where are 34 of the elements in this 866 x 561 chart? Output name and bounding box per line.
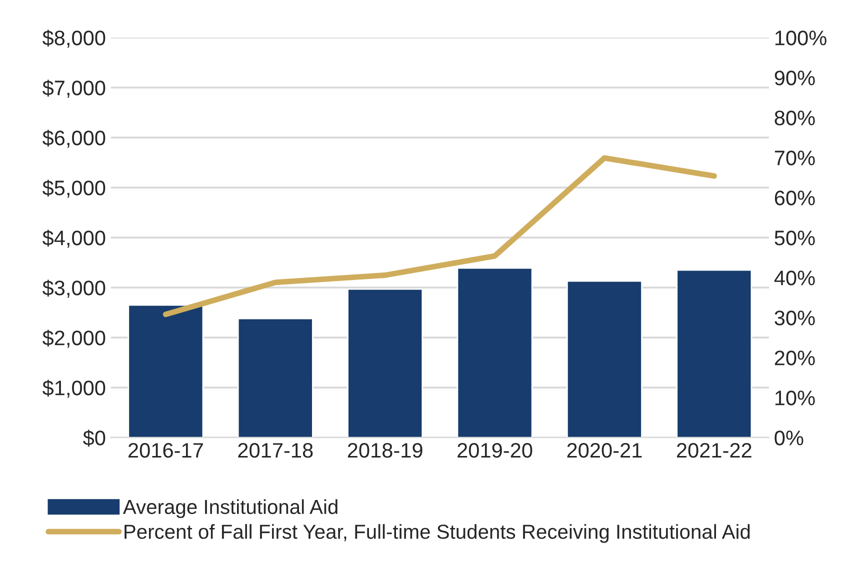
- y-tick-label: $2,000: [42, 330, 106, 348]
- x-tick-label: 2016-17: [128, 442, 203, 458]
- bar: [456, 267, 533, 438]
- bar: [237, 318, 314, 438]
- x-tick-label: 2018-19: [348, 442, 422, 458]
- y-tick-label: $6,000: [42, 130, 106, 148]
- y2-tick-label: 100%: [775, 30, 826, 46]
- legend-label: Percent of Fall First Year, Full-time Students Receiving Institutional Aid: [124, 524, 750, 543]
- bar: [347, 288, 424, 438]
- x-tick-label: 2021-22: [676, 442, 752, 458]
- bar: [676, 269, 752, 438]
- y2-tick-label: 70%: [774, 150, 815, 166]
- y2-tick-label: 40%: [774, 270, 815, 286]
- y2-tick-label: 20%: [774, 350, 815, 366]
- y-tick-label: $3,000: [42, 280, 106, 298]
- y2-tick-label: 50%: [774, 230, 815, 246]
- legend-label: Average Institutional Aid: [122, 499, 338, 518]
- y-tick-label: $4,000: [42, 230, 106, 248]
- bar: [128, 304, 204, 438]
- x-tick-label: 2019-20: [458, 442, 532, 458]
- y-tick-label: $0: [83, 430, 106, 447]
- x-tick-label: 2020-21: [567, 442, 642, 458]
- y-tick-label: $7,000: [42, 80, 106, 98]
- y-tick-label: $8,000: [42, 30, 106, 48]
- y2-tick-label: 60%: [774, 190, 815, 206]
- bar: [566, 280, 642, 438]
- y-tick-label: $1,000: [42, 380, 106, 398]
- y2-tick-label: 10%: [775, 390, 815, 406]
- y2-tick-label: 0%: [774, 430, 804, 446]
- y-tick-label: $5,000: [42, 180, 106, 198]
- y2-tick-label: 90%: [774, 70, 815, 86]
- y2-tick-label: 30%: [774, 310, 815, 326]
- y2-tick-label: 80%: [774, 110, 815, 126]
- x-tick-label: 2017-18: [238, 442, 313, 458]
